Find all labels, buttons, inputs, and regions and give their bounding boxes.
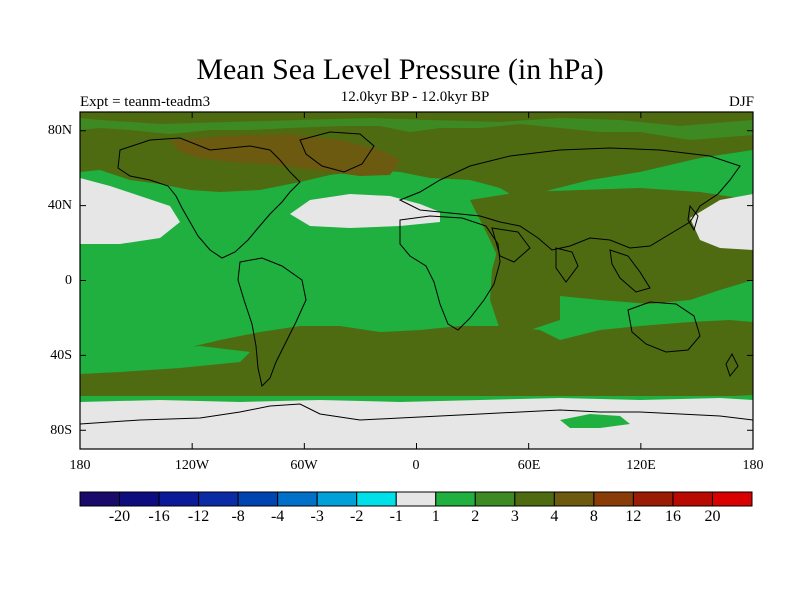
colorbar-label: 2 (471, 508, 480, 525)
colorbar-box (198, 491, 239, 507)
colorbar-box (672, 491, 713, 507)
lat-label-0: 0 (65, 273, 72, 288)
lat-label-40n: 40N (47, 198, 72, 213)
lon-label-60w: 60W (290, 458, 318, 473)
colorbar-box (711, 491, 753, 507)
coastline-south-america (237, 257, 307, 387)
map-ticks (79, 112, 754, 449)
coastline-africa (399, 215, 501, 331)
colorbar-box (435, 491, 476, 507)
field-south-green-tongue (80, 346, 250, 374)
field-southern-ocean-green (80, 396, 753, 404)
colorbar-box (237, 491, 279, 507)
colorbar-box (316, 491, 358, 507)
map-subtitle: 12.0kyr BP - 12.0kyr BP (340, 89, 490, 105)
lat-label-40s: 40S (50, 348, 72, 363)
colorbar-box (356, 491, 397, 507)
field-southeast-olive (490, 240, 560, 330)
field-north-pacific-grey (80, 178, 180, 244)
coastline-arabia (491, 227, 531, 263)
colorbar-label: 20 (704, 508, 721, 525)
lon-label-180e: 180 (742, 458, 764, 473)
lat-label-80n: 80N (47, 123, 72, 138)
colorbar-label: -12 (187, 508, 210, 525)
lat-label-80s: 80S (50, 423, 72, 438)
season-label: DJF (728, 94, 754, 110)
lon-label-60e: 60E (517, 458, 541, 473)
field-north-olive (80, 112, 753, 200)
colorbar-box (79, 491, 121, 507)
coastline-india (555, 247, 579, 283)
coastline-australia (627, 301, 701, 353)
colorbar-label: 3 (510, 508, 519, 525)
colorbar-label: 12 (625, 508, 642, 525)
coastline-antarctica (80, 403, 753, 425)
colorbar-label: 16 (664, 508, 681, 525)
colorbar-label: -20 (108, 508, 131, 525)
coastline-greenland (299, 131, 375, 173)
colorbar-box (395, 491, 437, 507)
colorbar-label: -3 (310, 508, 324, 525)
colorbar-label: 4 (550, 508, 559, 525)
coastlines (80, 131, 753, 425)
coastline-eurasia (398, 147, 741, 251)
coastline-new-zealand (725, 352, 739, 378)
colorbar-label: -16 (148, 508, 170, 525)
colorbar-boxes (79, 491, 753, 507)
field-north-brown (170, 134, 400, 176)
colorbar-box (632, 491, 674, 507)
coastline-se-asia (609, 249, 651, 293)
colorbar-label: -4 (270, 508, 285, 525)
field-south-olive (80, 320, 753, 398)
colorbar-label: 1 (431, 508, 440, 525)
experiment-label: Expt = teanm-teadm3 (80, 94, 211, 110)
coastline-north-america (117, 137, 301, 259)
colorbar-box (158, 491, 200, 507)
colorbar-label: 8 (589, 508, 598, 525)
colorbar-label: -2 (350, 508, 364, 525)
colorbar-box (474, 491, 516, 507)
colorbar-box (277, 491, 318, 507)
lon-label-180w: 180 (69, 458, 91, 473)
colorbar-label: -8 (231, 508, 245, 525)
pressure-field (80, 112, 753, 449)
field-antarctic-green-patch (560, 414, 630, 428)
field-arctic-olive (80, 112, 753, 126)
lon-label-120w: 120W (174, 458, 210, 473)
colorbar-box (119, 491, 160, 507)
colorbar-box (553, 491, 595, 507)
coastline-japan (687, 204, 699, 232)
colorbar-box (514, 491, 555, 507)
colorbar-label: -1 (389, 508, 403, 525)
lon-label-120e: 120E (626, 458, 656, 473)
map-title: Mean Sea Level Pressure (in hPa) (196, 53, 604, 86)
colorbar-box (593, 491, 634, 507)
field-west-pacific-grey (690, 194, 753, 250)
lon-label-0: 0 (412, 458, 420, 473)
